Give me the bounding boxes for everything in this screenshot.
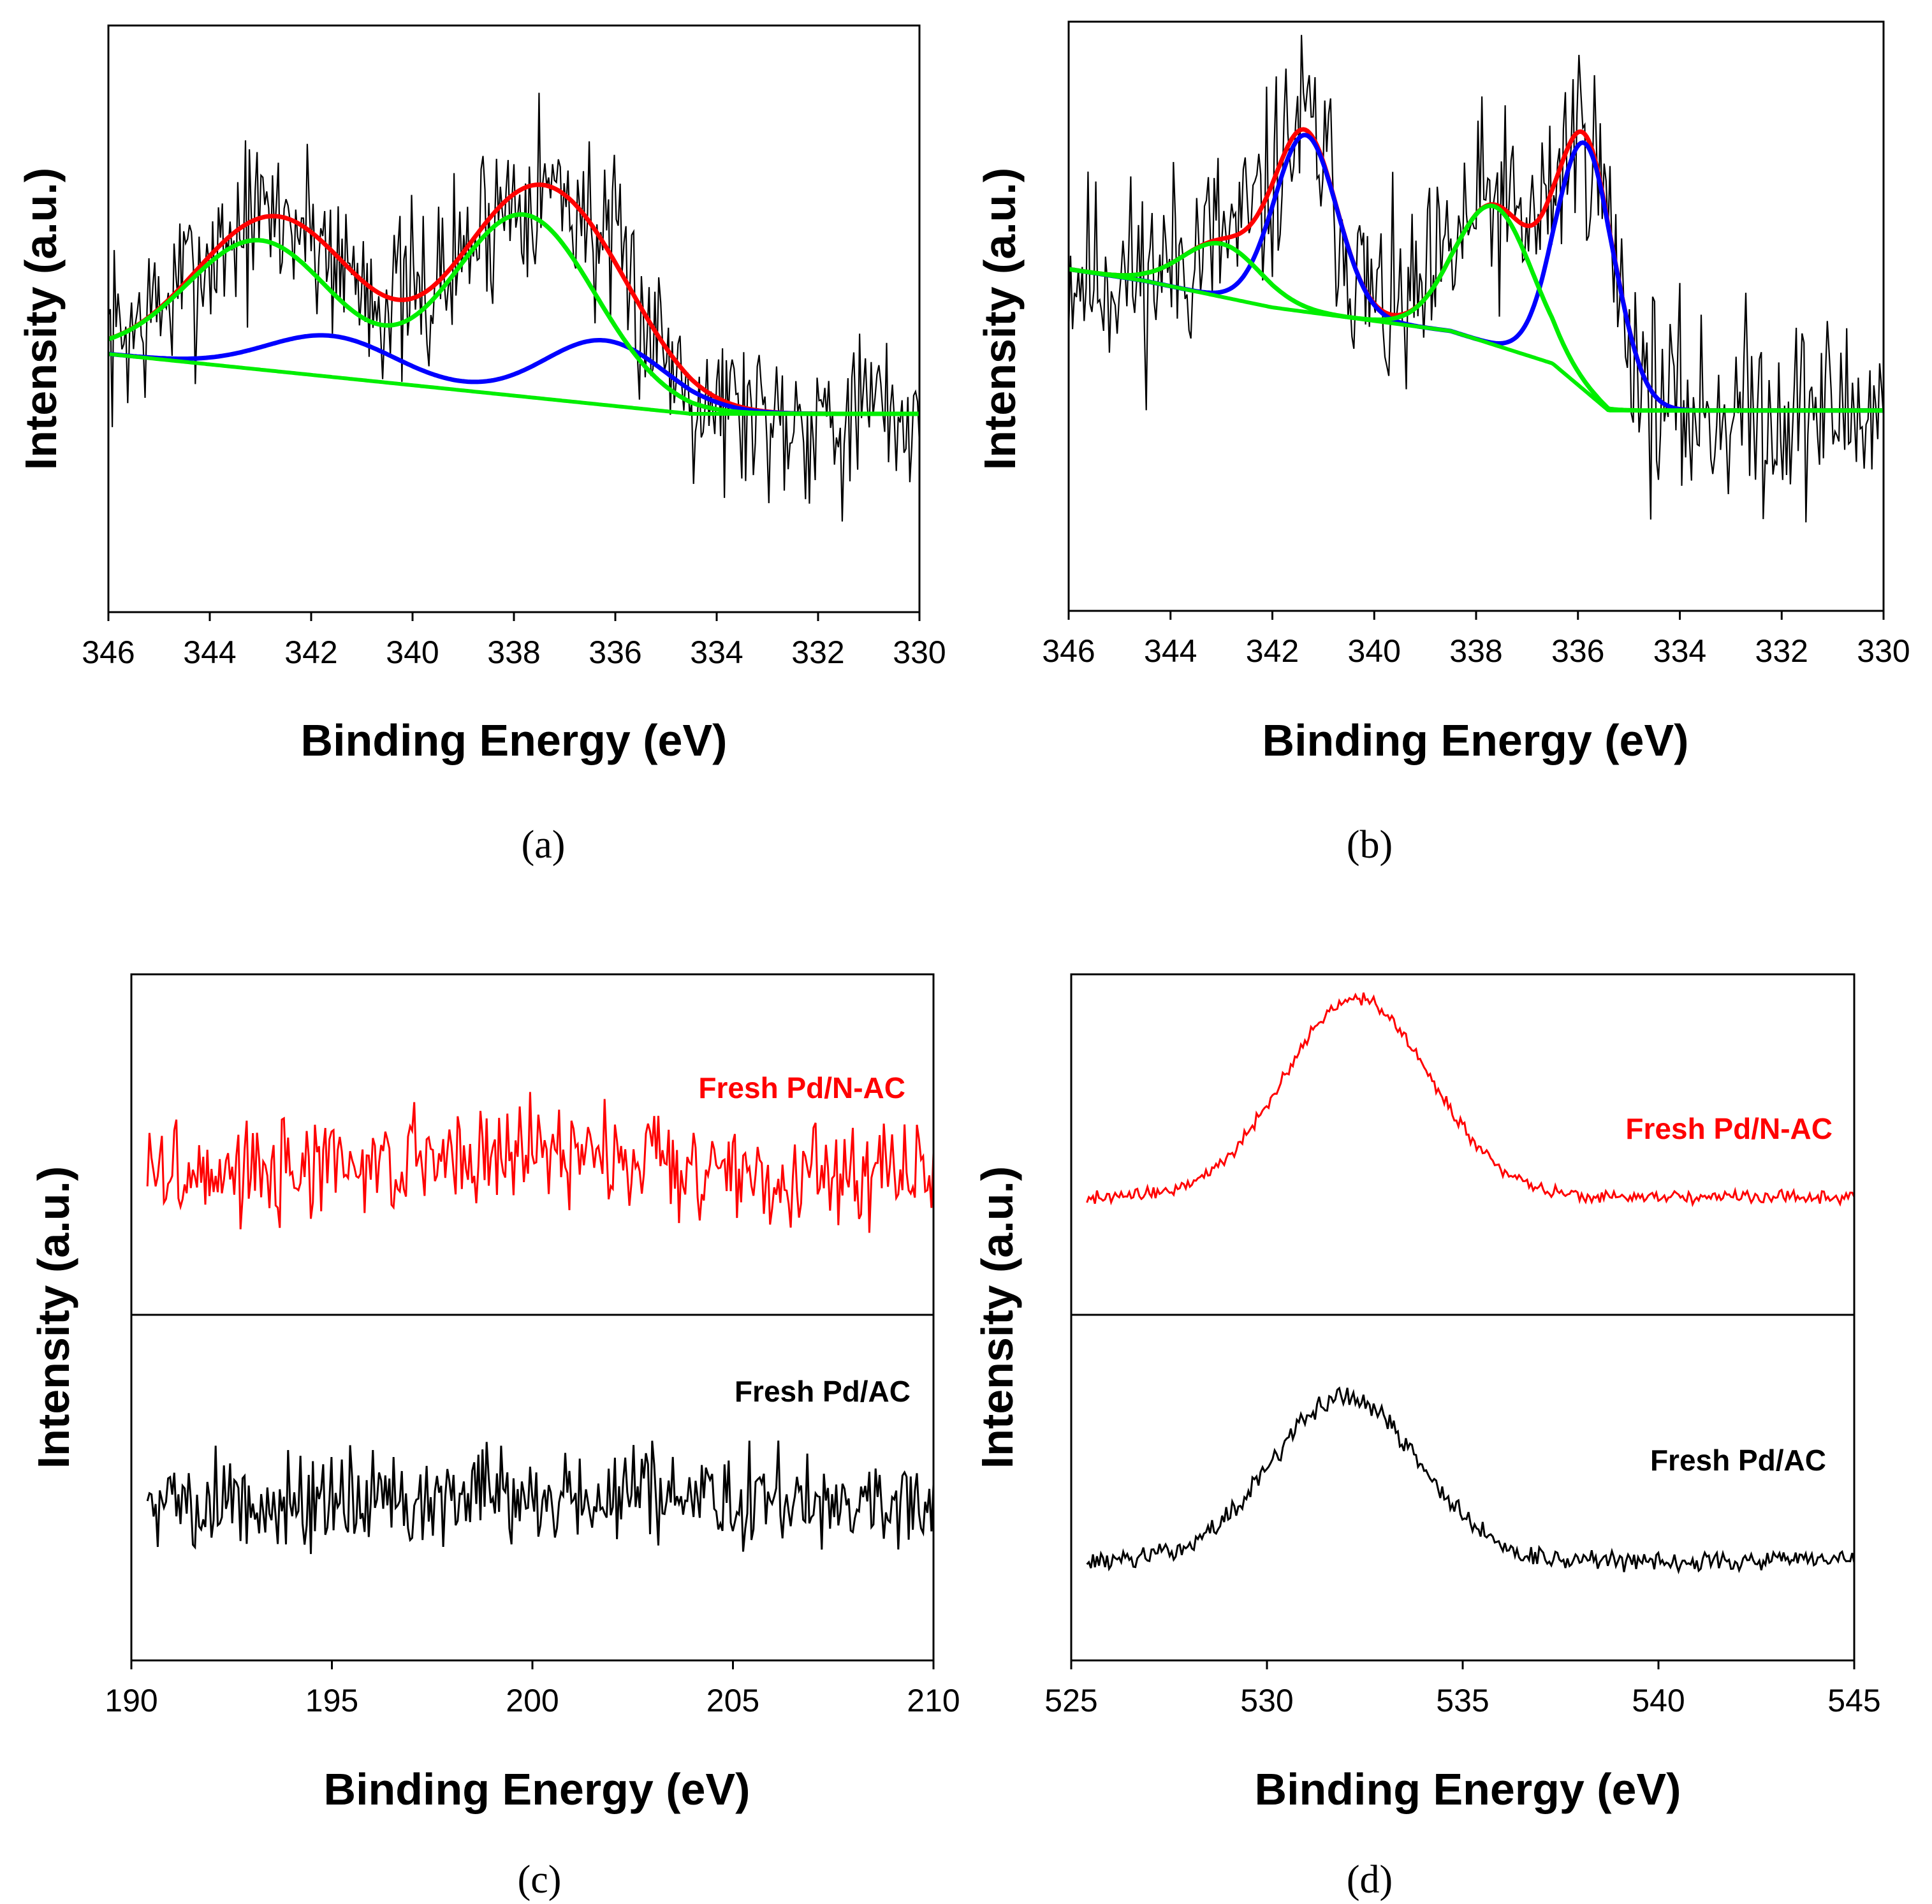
panel-a-ticks: 346 344 342 340 338 336 334 332 330 (82, 612, 946, 670)
x-tick-label: 338 (487, 634, 540, 670)
x-tick-label: 346 (82, 634, 135, 670)
series-raw-spectrum (107, 92, 921, 522)
panel-d-frame (1070, 973, 1855, 1662)
series-fit-envelope (107, 182, 919, 416)
x-tick-label: 540 (1632, 1683, 1685, 1718)
panel-d-ticks: 525 530 535 540 545 (1044, 1660, 1881, 1718)
panel-b-frame (1067, 20, 1885, 612)
x-tick-label: 210 (907, 1683, 960, 1718)
x-tick-label: 545 (1827, 1683, 1880, 1718)
series-fresh-pd-nac (146, 1092, 935, 1233)
panel-d-x-axis-title: Binding Energy (eV) (1255, 1764, 1681, 1814)
panel-c-label: (c) (518, 1858, 562, 1901)
x-tick-label: 336 (589, 634, 641, 670)
x-tick-label: 205 (706, 1683, 759, 1718)
panel-b-x-axis-title: Binding Energy (eV) (1262, 715, 1689, 765)
x-tick-label: 344 (183, 634, 236, 670)
x-tick-label: 200 (506, 1683, 559, 1718)
series-fresh-pd-ac (146, 1440, 935, 1555)
x-tick-label: 346 (1042, 633, 1095, 669)
panel-b-plot-area (1067, 34, 1885, 523)
series-fit-background (1068, 267, 1884, 413)
x-tick-label: 336 (1551, 633, 1604, 669)
panel-c-legend-fresh-pd-ac: Fresh Pd/AC (735, 1375, 911, 1408)
panel-a-y-axis-title: Intensity (a.u.) (16, 168, 66, 470)
panel-b-y-axis-title: Intensity (a.u.) (975, 168, 1025, 470)
panel-d: 525 530 535 540 545 Fresh Pd/N-AC Fresh Pd/A… (972, 973, 1881, 1901)
x-tick-label: 195 (305, 1683, 358, 1718)
series-raw-spectrum (1067, 34, 1885, 523)
x-tick-label: 342 (1246, 633, 1299, 669)
x-tick-label: 340 (1348, 633, 1401, 669)
panel-d-plot-area (1086, 992, 1855, 1575)
x-tick-label: 344 (1144, 633, 1197, 669)
series-fresh-pd-ac (1086, 1386, 1855, 1575)
panel-a-plot-area (107, 92, 921, 522)
x-tick-label: 330 (893, 634, 946, 670)
x-tick-label: 342 (284, 634, 337, 670)
x-tick-label: 332 (791, 634, 844, 670)
x-tick-label: 330 (1857, 633, 1910, 669)
x-tick-label: 340 (386, 634, 439, 670)
panel-b: 346 344 342 340 338 336 334 332 330 Binding Ener… (975, 20, 1910, 867)
x-tick-label: 190 (105, 1683, 157, 1718)
panel-b-ticks: 346 344 342 340 338 336 334 332 330 (1042, 611, 1910, 669)
panel-a-frame (107, 24, 921, 613)
series-fresh-pd-nac (1086, 992, 1855, 1208)
panel-d-legend-fresh-pd-nac: Fresh Pd/N-AC (1625, 1112, 1833, 1145)
panel-c-ticks: 190 195 200 205 210 (105, 1660, 960, 1718)
panel-c-y-axis-title: Intensity (a.u.) (29, 1166, 78, 1468)
panel-a-x-axis-title: Binding Energy (eV) (301, 715, 728, 765)
x-tick-label: 525 (1044, 1683, 1097, 1718)
series-fit-background (108, 352, 919, 416)
panel-d-label: (d) (1347, 1858, 1393, 1901)
panel-a: 346 344 342 340 338 336 334 332 330 Binding Ener… (16, 24, 946, 867)
panel-c: 190 195 200 205 210 Fresh Pd/N-AC Fresh Pd/A… (29, 973, 960, 1901)
panel-b-label: (b) (1347, 823, 1393, 867)
panel-a-label: (a) (522, 823, 566, 867)
panel-c-plot-area (146, 1092, 935, 1555)
x-tick-label: 332 (1755, 633, 1808, 669)
x-tick-label: 530 (1240, 1683, 1293, 1718)
panel-c-legend-fresh-pd-nac: Fresh Pd/N-AC (698, 1071, 905, 1104)
x-tick-label: 535 (1436, 1683, 1489, 1718)
x-tick-label: 334 (1653, 633, 1706, 669)
panel-d-legend-fresh-pd-ac: Fresh Pd/AC (1650, 1444, 1826, 1477)
x-tick-label: 334 (690, 634, 743, 670)
x-tick-label: 338 (1449, 633, 1502, 669)
panel-c-x-axis-title: Binding Energy (eV) (324, 1764, 750, 1814)
panel-d-y-axis-title: Intensity (a.u.) (972, 1166, 1022, 1468)
series-fit-component-green (107, 212, 919, 416)
